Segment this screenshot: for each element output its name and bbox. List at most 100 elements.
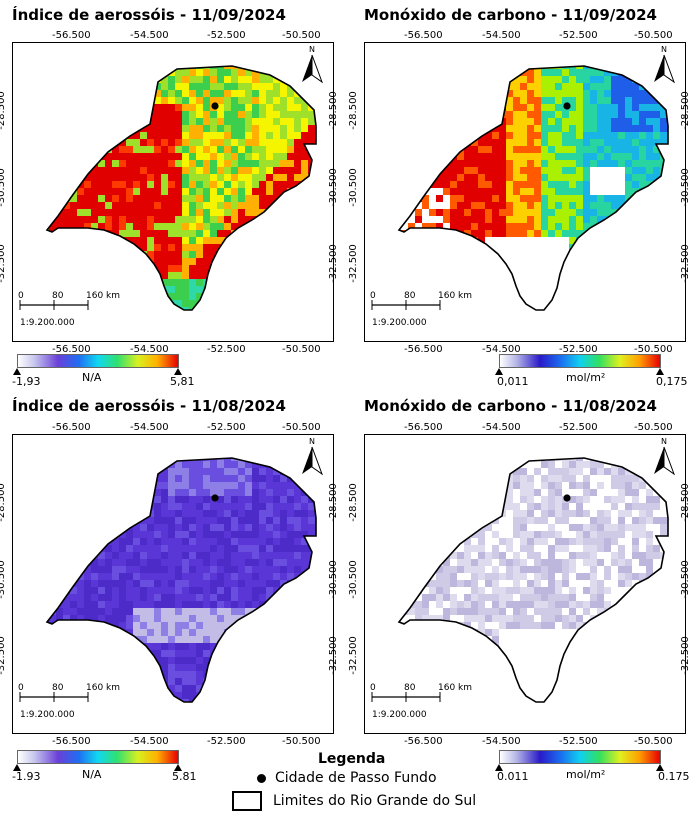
lon-tick-label: -52.500 bbox=[207, 344, 246, 355]
lat-tick-label: -28.500 bbox=[0, 483, 7, 522]
lat-tick-label: -30.500 bbox=[679, 168, 691, 207]
scale-label: 80 bbox=[404, 683, 416, 693]
raster-co_aug bbox=[399, 458, 668, 702]
lat-tick-label: -32.500 bbox=[0, 244, 7, 283]
scale-label: 160 km bbox=[86, 683, 120, 693]
scale-bar bbox=[19, 692, 89, 702]
passo-fundo-marker bbox=[563, 494, 571, 502]
scale-label: 0 bbox=[18, 291, 24, 301]
colorbar-max-marker bbox=[174, 368, 182, 375]
north-label: N bbox=[661, 437, 667, 446]
scale-ratio: 1:9.200.000 bbox=[20, 318, 75, 328]
state-boundary bbox=[397, 457, 669, 703]
colorbar-aerosol-aug bbox=[17, 750, 179, 764]
raster-ai_sep bbox=[47, 66, 316, 310]
scale-label: 80 bbox=[52, 683, 64, 693]
colorbar-co-sep bbox=[499, 354, 661, 368]
lat-tick-label: -28.500 bbox=[327, 483, 339, 522]
lon-tick-label: -54.500 bbox=[130, 30, 169, 41]
colorbar-max-label: 5,81 bbox=[170, 375, 195, 388]
panel-title-aerosol-aug: Índice de aerossóis - 11/08/2024 bbox=[12, 397, 286, 415]
lon-tick-label: -56.500 bbox=[52, 30, 91, 41]
map-frame-co-sep bbox=[364, 42, 686, 342]
north-arrow-icon bbox=[302, 54, 324, 84]
lon-tick-label: -50.500 bbox=[634, 736, 673, 747]
lat-tick-label: -28.500 bbox=[347, 483, 359, 522]
panel-title-co-sep: Monóxido de carbono - 11/09/2024 bbox=[364, 6, 657, 24]
colorbar-min-label: -1,93 bbox=[12, 375, 41, 388]
lon-tick-label: -56.500 bbox=[404, 344, 443, 355]
north-arrow-icon bbox=[654, 54, 676, 84]
lat-tick-label: -32.500 bbox=[679, 636, 691, 675]
legend-limits-label: Limites do Rio Grande do Sul bbox=[273, 793, 477, 809]
colorbar-min-label: -1.93 bbox=[12, 770, 41, 783]
lon-tick-label: -54.500 bbox=[130, 422, 169, 433]
lat-tick-label: -30.500 bbox=[0, 560, 7, 599]
colorbar-max-label: 0.175 bbox=[658, 770, 690, 783]
lat-tick-label: -32.500 bbox=[0, 636, 7, 675]
scale-label: 0 bbox=[370, 291, 376, 301]
colorbar-min-marker bbox=[13, 368, 21, 375]
lon-tick-label: -50.500 bbox=[282, 344, 321, 355]
scale-label: 80 bbox=[404, 291, 416, 301]
legend-city-label: Cidade de Passo Fundo bbox=[275, 770, 437, 786]
lat-tick-label: -30.500 bbox=[327, 560, 339, 599]
state-boundary bbox=[45, 457, 317, 703]
lat-tick-label: -30.500 bbox=[0, 168, 7, 207]
state-boundary bbox=[397, 65, 669, 311]
boundary-swatch-icon bbox=[232, 791, 262, 811]
scale-ratio: 1:9.200.000 bbox=[20, 710, 75, 720]
colorbar-unit-label: N/A bbox=[82, 371, 102, 384]
lon-tick-label: -54.500 bbox=[130, 736, 169, 747]
raster-co_sep bbox=[399, 66, 668, 310]
lat-tick-label: -30.500 bbox=[327, 168, 339, 207]
map-frame-co-aug bbox=[364, 434, 686, 734]
map-frame-aerosol-aug bbox=[12, 434, 334, 734]
panel-title-co-aug: Monóxido de carbono - 11/08/2024 bbox=[364, 397, 657, 415]
lon-tick-label: -56.500 bbox=[404, 422, 443, 433]
lat-tick-label: -30.500 bbox=[679, 560, 691, 599]
lon-tick-label: -50.500 bbox=[282, 30, 321, 41]
lon-tick-label: -54.500 bbox=[482, 422, 521, 433]
colorbar-co-aug bbox=[499, 750, 661, 764]
lat-tick-label: -32.500 bbox=[679, 244, 691, 283]
city-marker-icon bbox=[257, 774, 266, 783]
legend-title: Legenda bbox=[318, 751, 386, 767]
colorbar-unit-label: mol/m² bbox=[566, 768, 606, 781]
scale-label: 160 km bbox=[438, 683, 472, 693]
scale-bar bbox=[371, 692, 441, 702]
lat-tick-label: -28.500 bbox=[347, 91, 359, 130]
lon-tick-label: -54.500 bbox=[130, 344, 169, 355]
lat-tick-label: -32.500 bbox=[327, 636, 339, 675]
passo-fundo-marker bbox=[563, 102, 571, 110]
north-arrow-icon bbox=[654, 446, 676, 476]
lon-tick-label: -54.500 bbox=[482, 736, 521, 747]
lon-tick-label: -52.500 bbox=[207, 422, 246, 433]
lat-tick-label: -30.500 bbox=[347, 168, 359, 207]
lon-tick-label: -52.500 bbox=[559, 422, 598, 433]
lat-tick-label: -32.500 bbox=[347, 244, 359, 283]
lon-tick-label: -52.500 bbox=[559, 30, 598, 41]
lon-tick-label: -50.500 bbox=[634, 422, 673, 433]
lon-tick-label: -50.500 bbox=[282, 736, 321, 747]
scale-bar bbox=[371, 300, 441, 310]
lon-tick-label: -56.500 bbox=[404, 30, 443, 41]
north-label: N bbox=[309, 437, 315, 446]
panel-title-aerosol-sep: Índice de aerossóis - 11/09/2024 bbox=[12, 6, 286, 24]
passo-fundo-marker bbox=[211, 102, 219, 110]
raster-ai_aug bbox=[47, 458, 316, 702]
north-label: N bbox=[661, 45, 667, 54]
colorbar-unit-label: mol/m² bbox=[566, 371, 606, 384]
lat-tick-label: -32.500 bbox=[327, 244, 339, 283]
lon-tick-label: -56.500 bbox=[404, 736, 443, 747]
scale-ratio: 1:9.200.000 bbox=[372, 710, 427, 720]
lon-tick-label: -50.500 bbox=[282, 422, 321, 433]
north-arrow-icon bbox=[302, 446, 324, 476]
lat-tick-label: -28.500 bbox=[679, 91, 691, 130]
lat-tick-label: -32.500 bbox=[347, 636, 359, 675]
colorbar-min-marker bbox=[13, 764, 21, 771]
lat-tick-label: -28.500 bbox=[679, 483, 691, 522]
lon-tick-label: -56.500 bbox=[52, 422, 91, 433]
north-label: N bbox=[309, 45, 315, 54]
colorbar-unit-label: N/A bbox=[82, 768, 102, 781]
